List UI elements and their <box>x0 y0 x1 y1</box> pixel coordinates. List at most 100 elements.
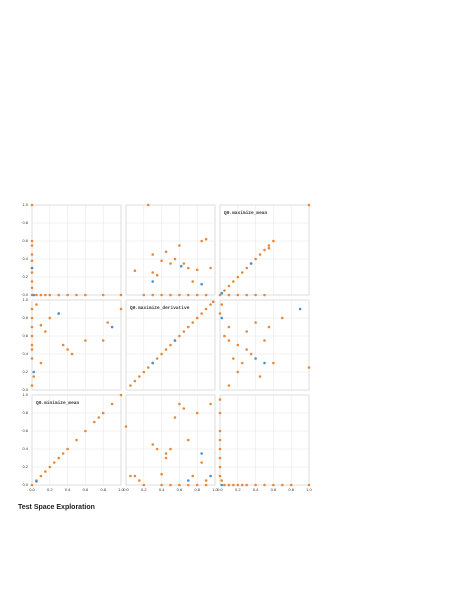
scatter-point <box>146 203 150 207</box>
scatter-point <box>195 483 199 487</box>
scatter-point <box>133 269 137 273</box>
scatter-point <box>218 438 222 442</box>
scatter-point <box>160 259 163 263</box>
scatter-point <box>30 483 34 487</box>
y-tick-label: 0.4 <box>22 256 28 261</box>
y-tick-label: 0.2 <box>22 464 28 469</box>
scatter-point <box>30 259 34 263</box>
scatter-point <box>39 293 43 297</box>
scatter-point <box>151 253 154 256</box>
scatter-point <box>263 248 266 252</box>
scatter-point <box>124 425 128 428</box>
scatter-point <box>138 375 141 378</box>
scatter-point <box>220 303 224 306</box>
y-tick-label: 0.6 <box>22 333 28 338</box>
scatter-point <box>119 393 123 397</box>
scatter-point <box>232 357 235 360</box>
scatter-point <box>44 293 47 297</box>
scatter-point <box>182 262 186 265</box>
scatter-point <box>48 465 52 469</box>
scatter-point <box>209 303 212 306</box>
y-tick-label: 0.8 <box>22 315 28 320</box>
scatter-point <box>187 325 190 329</box>
scatter-point <box>164 348 168 351</box>
y-tick-label: 0.4 <box>22 446 28 451</box>
scatter-point <box>187 266 190 270</box>
scatter-point <box>57 312 60 315</box>
scatter-point <box>218 398 222 401</box>
y-tick-label: 0.8 <box>22 220 28 225</box>
scatter-point <box>187 479 190 482</box>
scatter-point <box>110 402 114 406</box>
scatter-point <box>119 293 123 297</box>
scatter-point <box>164 250 168 254</box>
scatter-point <box>155 357 159 360</box>
scatter-point <box>218 293 222 297</box>
scatter-point <box>30 307 34 311</box>
scatter-point <box>142 293 146 297</box>
scatter-point <box>57 293 60 297</box>
scatter-point <box>30 253 34 256</box>
scatter-point <box>101 339 105 342</box>
panel-frame <box>219 299 310 391</box>
scatter-point <box>254 293 257 297</box>
scatter-point <box>182 407 186 410</box>
scatter-point <box>298 307 302 311</box>
x-tick-label: 0.8 <box>288 487 294 492</box>
scatter-point <box>263 339 266 342</box>
scatter-point <box>218 465 222 469</box>
x-tick-label: 0.6 <box>83 487 89 492</box>
scatter-point <box>169 262 172 265</box>
scatter-point <box>218 411 222 415</box>
scatter-point <box>66 447 69 451</box>
y-tick-label: 0.4 <box>22 351 28 356</box>
scatter-point <box>195 411 199 415</box>
y-tick-label: 0.0 <box>22 387 28 392</box>
scatter-point <box>93 420 96 424</box>
scatter-point <box>220 291 224 295</box>
x-tick-label: 0.4 <box>253 487 259 492</box>
scatter-point <box>35 480 38 483</box>
y-tick-label: 0.2 <box>22 369 28 374</box>
scatter-point <box>200 282 203 286</box>
x-tick-label: 0.2 <box>141 487 147 492</box>
scatter-point <box>249 262 253 265</box>
scatter-point <box>240 361 244 365</box>
scatter-point <box>75 438 78 442</box>
scatter-point <box>195 316 199 320</box>
scatter-point <box>307 203 311 207</box>
y-tick-label: 0.0 <box>22 292 28 297</box>
x-tick-label: 0.4 <box>159 487 165 492</box>
scatter-point <box>267 325 271 329</box>
scatter-point <box>245 483 248 487</box>
scatter-point <box>245 293 248 297</box>
y-tick-label: 1.0 <box>22 202 28 207</box>
scatter-point <box>200 452 203 455</box>
chart-title: Test Space Exploration <box>18 504 95 511</box>
scatter-point <box>178 483 181 487</box>
y-tick-label: 0.2 <box>22 274 28 279</box>
x-tick-label: 0.6 <box>177 487 183 492</box>
x-tick-label: 0.0 <box>123 487 129 492</box>
scatter-point <box>30 280 34 283</box>
scatter-point <box>272 361 275 365</box>
scatter-point <box>155 273 159 277</box>
scatter-point <box>179 264 183 268</box>
scatter-point <box>97 416 101 419</box>
scatter-point <box>151 293 154 297</box>
panel-label: Q0.maximize_derivative <box>130 305 190 311</box>
scatter-point <box>227 384 231 387</box>
x-tick-label: 0.2 <box>235 487 241 492</box>
scatter-point <box>200 461 203 464</box>
scatter-point <box>151 361 154 365</box>
panel-frame <box>31 299 122 391</box>
scatter-point <box>187 293 190 297</box>
scatter-point <box>173 339 177 342</box>
scatter-point <box>178 402 181 406</box>
scatter-point <box>138 479 141 482</box>
scatter-point <box>70 352 74 356</box>
scatter-point <box>48 316 52 320</box>
panel-label: Q0.minimize_mean <box>36 400 80 406</box>
scatter-point <box>32 370 36 374</box>
scatter-point <box>32 375 36 378</box>
